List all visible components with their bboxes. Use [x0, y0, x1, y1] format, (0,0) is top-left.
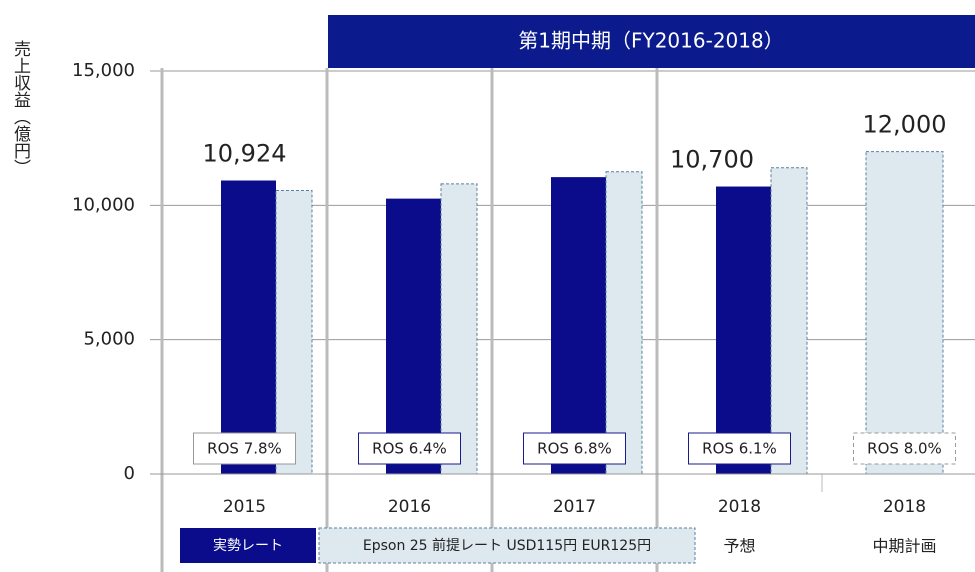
bar	[770, 167, 808, 475]
y-axis-label: 売上収益（億円）	[10, 40, 31, 176]
y-tick-label: 5,000	[83, 329, 135, 350]
annotation: ROS 6.8%	[537, 440, 612, 458]
x-tick-label: 2017	[553, 497, 596, 517]
annotation-box	[523, 432, 626, 465]
annotation: ROS 6.4%	[372, 440, 447, 458]
bar	[716, 186, 771, 474]
annotation: ROS 8.0%	[867, 440, 942, 458]
annotation: ROS 7.8%	[207, 440, 282, 458]
legend-label: Epson 25 前提レート USD115円 EUR125円	[363, 537, 651, 554]
legend-swatch	[318, 527, 696, 564]
y-tick-label: 10,000	[72, 194, 135, 215]
chart-title: 第1期中期（FY2016-2018）	[518, 29, 783, 53]
bar	[605, 171, 643, 475]
x-tick-label: 2016	[388, 497, 431, 517]
bar	[221, 180, 276, 474]
y-tick-label: 0	[124, 463, 135, 484]
annotation-box	[358, 432, 461, 465]
title-banner	[328, 15, 975, 68]
bar	[551, 177, 606, 474]
legend-swatch	[180, 528, 316, 563]
annotation: ROS 6.1%	[702, 440, 777, 458]
y-tick-label: 15,000	[72, 60, 135, 81]
bar	[440, 183, 478, 475]
bar	[865, 151, 944, 475]
x-tick-label: 2015	[223, 497, 266, 517]
legend-label: 実勢レート	[213, 538, 283, 554]
annotation-box	[193, 432, 296, 465]
annotation-box	[853, 432, 956, 465]
value-label: 10,700	[670, 146, 754, 174]
bar	[386, 198, 441, 474]
x-tick-label: 2018	[718, 497, 761, 517]
value-label: 12,000	[863, 111, 947, 139]
x-tick-sublabel: 中期計画	[872, 537, 936, 556]
x-tick-sublabel: 予想	[723, 537, 755, 556]
value-label: 10,924	[203, 140, 287, 168]
annotation-box	[688, 432, 791, 465]
x-tick-label: 2018	[883, 497, 926, 517]
bar	[275, 190, 313, 475]
